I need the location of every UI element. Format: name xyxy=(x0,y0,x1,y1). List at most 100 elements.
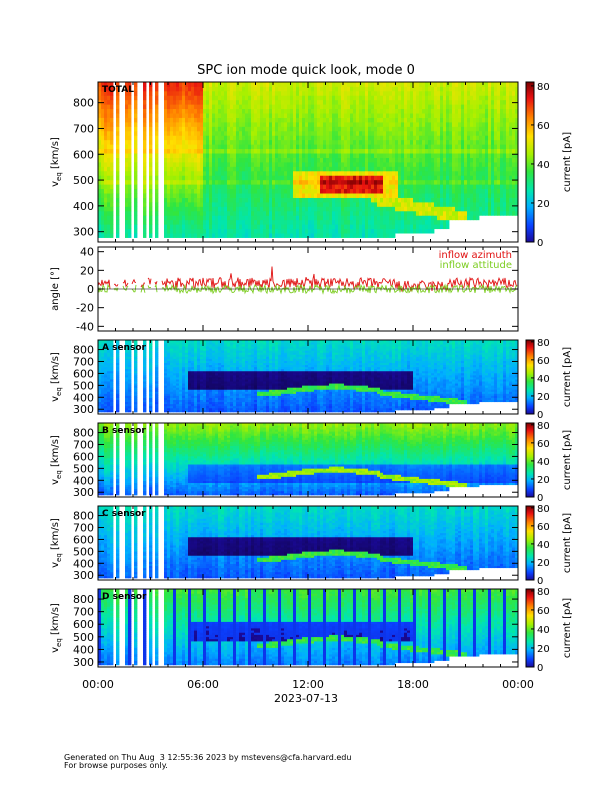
heat-cell xyxy=(101,82,105,87)
heat-cell xyxy=(134,184,138,190)
heat-cell xyxy=(311,126,315,132)
heat-cell xyxy=(101,144,105,150)
heat-cell xyxy=(116,144,120,150)
heat-cell xyxy=(230,95,234,101)
heat-cell xyxy=(458,86,462,92)
heat-cell xyxy=(458,148,462,154)
heat-cell xyxy=(326,188,330,194)
heat-cell xyxy=(389,210,393,216)
heat-cell xyxy=(329,184,333,190)
heat-cell xyxy=(254,206,258,212)
heat-cell xyxy=(326,99,330,105)
heat-cell xyxy=(443,95,447,101)
heat-cell xyxy=(239,215,243,221)
heat-cell xyxy=(464,188,468,194)
heat-cell xyxy=(110,144,114,150)
heat-cell xyxy=(251,228,255,234)
heat-cell xyxy=(377,157,381,163)
heat-cell xyxy=(332,219,336,225)
heat-cell xyxy=(461,99,465,105)
heat-cell xyxy=(98,409,102,413)
heat-cell xyxy=(203,179,207,185)
heat-cell xyxy=(347,135,351,141)
heat-cell xyxy=(425,82,429,87)
heat-cell xyxy=(107,166,111,172)
heat-cell xyxy=(488,193,492,198)
heat-cell xyxy=(188,122,192,127)
heat-cell xyxy=(368,113,372,118)
heat-cell xyxy=(149,117,153,123)
heat-cell xyxy=(437,179,441,185)
heat-cell xyxy=(410,184,414,190)
heat-cell xyxy=(239,90,243,96)
heat-cell xyxy=(350,210,354,216)
heat-cell xyxy=(167,95,171,101)
heat-cell xyxy=(458,135,462,141)
heat-cell xyxy=(281,162,285,167)
heat-cell xyxy=(248,179,252,185)
heat-cell xyxy=(326,179,330,185)
heat-cell xyxy=(479,113,483,118)
heat-cell xyxy=(317,153,321,158)
heat-cell xyxy=(200,206,204,212)
heat-cell xyxy=(356,228,360,234)
heat-cell xyxy=(257,233,261,238)
heat-cell xyxy=(104,90,108,96)
heat-cell xyxy=(287,219,291,225)
heat-cell xyxy=(320,197,324,203)
heat-cell xyxy=(476,108,480,114)
heat-cell xyxy=(221,148,225,154)
heat-cell xyxy=(509,108,513,114)
heat-cell xyxy=(257,170,261,176)
heat-cell xyxy=(452,188,456,194)
heat-cell xyxy=(212,144,216,150)
heat-cell xyxy=(431,130,435,136)
heat-cell xyxy=(512,139,516,145)
heat-cell xyxy=(239,219,243,225)
heat-cell xyxy=(494,179,498,185)
heat-cell xyxy=(110,157,114,163)
heat-cell xyxy=(266,175,270,181)
heat-cell xyxy=(458,166,462,172)
heat-cell xyxy=(359,179,363,185)
heat-cell xyxy=(179,206,183,212)
heat-cell xyxy=(176,90,180,96)
heat-cell xyxy=(263,166,267,172)
heat-cell xyxy=(116,409,120,413)
heat-cell xyxy=(164,162,168,167)
heat-cell xyxy=(506,126,510,132)
heat-cell xyxy=(167,117,171,123)
heat-cell xyxy=(101,202,105,207)
heat-cell xyxy=(374,90,378,96)
heat-cell xyxy=(389,228,393,234)
heat-cell xyxy=(200,166,204,172)
heat-cell xyxy=(290,202,294,207)
heat-cell xyxy=(197,95,201,101)
heat-cell xyxy=(497,113,501,118)
heat-cell xyxy=(203,224,207,230)
heat-cell xyxy=(281,157,285,163)
heat-cell xyxy=(200,99,204,105)
heat-cell xyxy=(443,202,447,207)
heat-cell xyxy=(422,126,426,132)
heat-cell xyxy=(233,175,237,181)
heat-cell xyxy=(323,175,327,181)
heat-cell xyxy=(173,224,177,230)
heat-cell xyxy=(284,139,288,145)
heat-cell xyxy=(353,210,357,216)
heat-cell xyxy=(107,409,111,413)
heat-cell xyxy=(248,153,252,158)
heat-cell xyxy=(470,95,474,101)
heat-cell xyxy=(494,113,498,118)
heat-cell xyxy=(281,193,285,198)
heat-cell xyxy=(101,356,105,359)
heat-cell xyxy=(485,206,489,212)
y-tick-label: 500 xyxy=(73,174,94,187)
heat-cell xyxy=(278,153,282,158)
heat-cell xyxy=(125,389,129,392)
heat-cell xyxy=(458,215,462,221)
heat-cell xyxy=(503,108,507,114)
heat-cell xyxy=(233,166,237,172)
heat-cell xyxy=(488,188,492,194)
heat-cell xyxy=(293,197,297,203)
